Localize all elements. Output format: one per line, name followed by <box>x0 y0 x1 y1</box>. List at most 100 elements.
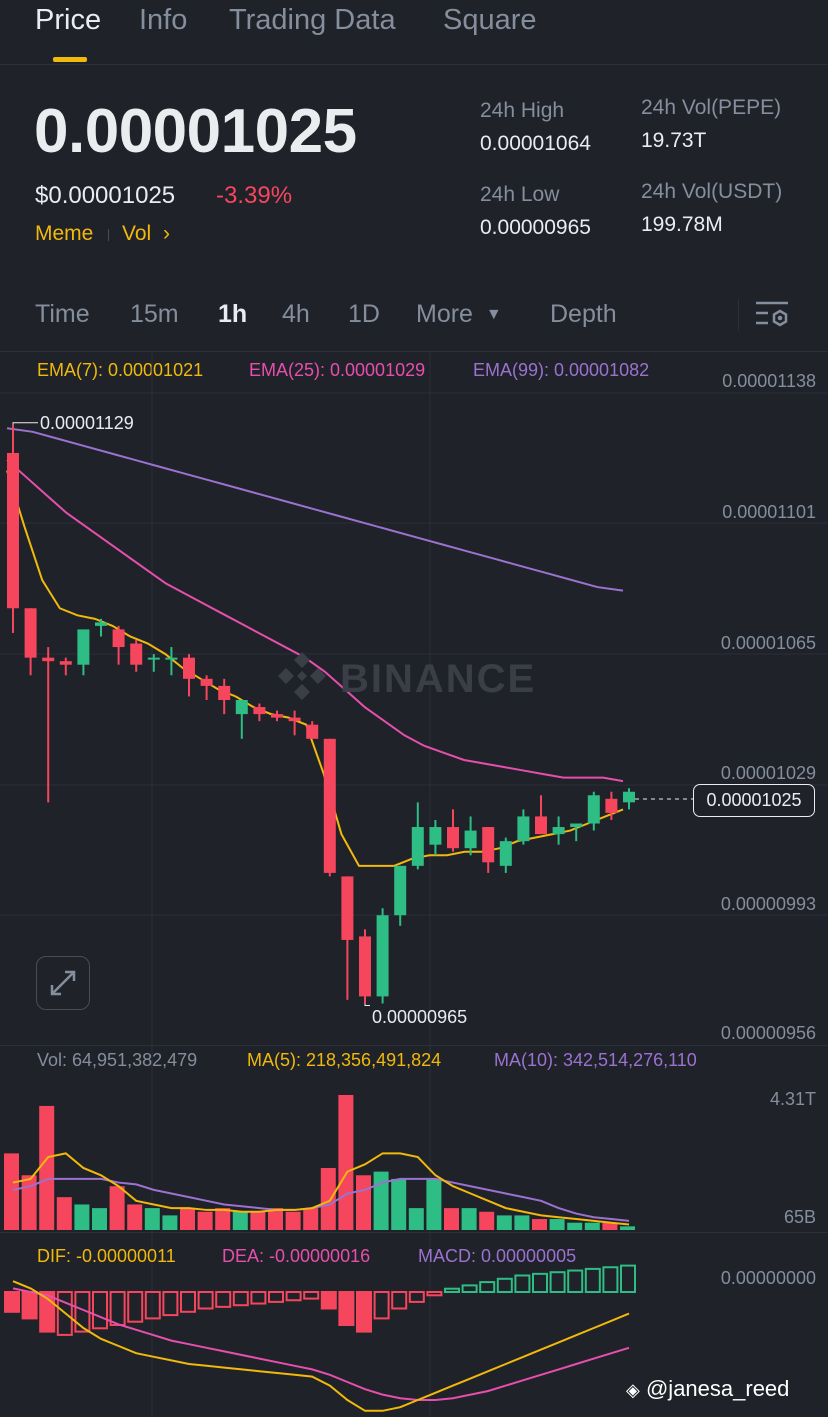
candle-body <box>253 707 266 715</box>
interval-more[interactable]: More ▼ <box>416 300 502 329</box>
active-tab-indicator <box>53 57 87 62</box>
volume-bar <box>426 1178 442 1230</box>
candle-body <box>605 798 618 813</box>
vol-ma10-legend: MA(10): 342,514,276,110 <box>494 1050 697 1070</box>
toolbar-separator <box>738 299 739 331</box>
dif-legend: DIF: -0.00000011 <box>37 1246 176 1266</box>
interval-15m[interactable]: 15m <box>130 300 179 328</box>
candle-body <box>517 816 530 842</box>
interval-1d[interactable]: 1D <box>348 300 380 328</box>
chart-settings-icon[interactable] <box>754 299 790 331</box>
candle-body <box>24 608 37 658</box>
macd-bar <box>532 1272 548 1293</box>
macd-bar <box>444 1287 460 1293</box>
macd-bar <box>426 1291 443 1297</box>
candle-body <box>394 865 407 916</box>
volume-bar <box>144 1208 160 1230</box>
candle-body <box>341 876 354 940</box>
tag-meme[interactable]: Meme <box>35 222 94 245</box>
candle-body <box>359 936 371 997</box>
macd-bar <box>320 1291 337 1310</box>
macd-bar <box>461 1284 478 1294</box>
macd-bar <box>285 1291 302 1302</box>
candle-body <box>7 452 19 609</box>
macd-bar <box>250 1291 267 1305</box>
high-label: 24h High <box>480 99 565 122</box>
volume-bar <box>215 1208 231 1230</box>
macd-bar <box>620 1264 636 1293</box>
macd-bar <box>391 1291 408 1310</box>
macd-bar <box>180 1291 196 1313</box>
dif-line <box>12 1280 630 1412</box>
vol-quote-label: 24h Vol(USDT) <box>641 180 783 203</box>
candle-body <box>183 657 195 679</box>
volume-bar <box>197 1211 213 1230</box>
high-value: 0.00001064 <box>480 132 591 155</box>
vol-ma5-legend: MA(5): 218,356,491,824 <box>247 1050 442 1070</box>
candle-body <box>499 841 512 866</box>
vol-axis-tick: 65B <box>783 1207 816 1227</box>
depth-button[interactable]: Depth <box>550 300 617 328</box>
interval-4h[interactable]: 4h <box>282 300 310 328</box>
price-change: -3.39% <box>216 182 293 209</box>
candle-body <box>411 827 424 866</box>
macd-bar <box>197 1291 214 1310</box>
macd-bar <box>268 1291 284 1303</box>
candle-body <box>447 827 459 849</box>
macd-bar <box>109 1291 126 1326</box>
price-axis-tick: 0.00001138 <box>722 371 816 391</box>
tag-vol-label: Vol <box>122 222 152 245</box>
volume-bar <box>250 1211 266 1230</box>
volume-bar <box>338 1095 354 1230</box>
tab-square[interactable]: Square <box>443 4 537 36</box>
candle-body <box>42 657 55 662</box>
volume-bar <box>303 1208 319 1230</box>
candle-body <box>376 915 389 997</box>
macd-bar <box>567 1269 584 1294</box>
volume-bar <box>444 1208 459 1230</box>
candle-body <box>429 827 442 845</box>
low-value: 0.00000965 <box>480 216 591 239</box>
macd-bar <box>373 1291 390 1320</box>
candle-body <box>482 827 495 863</box>
vol-ma5-line <box>12 1152 630 1226</box>
candle-body <box>552 827 565 835</box>
volume-bar <box>21 1175 37 1230</box>
candle-body <box>235 699 248 715</box>
candle-body <box>306 724 319 739</box>
volume-bar <box>180 1208 195 1230</box>
vol-ma10-line <box>12 1177 630 1222</box>
candle-body <box>200 678 213 686</box>
binance-watermark: BINANCE <box>276 650 556 711</box>
volume-bar <box>320 1167 336 1230</box>
candle-body <box>165 657 178 660</box>
volume-bar <box>109 1186 125 1230</box>
tab-info[interactable]: Info <box>139 4 188 36</box>
dea-legend: DEA: -0.00000016 <box>222 1246 371 1266</box>
volume-bar <box>162 1215 178 1230</box>
macd-bar <box>514 1274 531 1293</box>
macd-bar <box>496 1277 513 1294</box>
volume-bar <box>620 1226 635 1230</box>
volume-bar <box>479 1211 495 1230</box>
expand-chart-button[interactable] <box>36 956 90 1010</box>
macd-bar <box>92 1291 108 1330</box>
tag-vol[interactable]: Vol › <box>122 222 170 246</box>
volume-bar <box>4 1153 19 1230</box>
ema99-legend: EMA(99): 0.00001082 <box>473 360 650 380</box>
tab-price[interactable]: Price <box>35 4 102 36</box>
ema7-legend: EMA(7): 0.00001021 <box>37 360 204 380</box>
macd-divider <box>0 1232 828 1233</box>
volume-bar <box>56 1197 72 1230</box>
volume-bar <box>39 1105 55 1230</box>
interval-time[interactable]: Time <box>35 300 90 328</box>
volume-bar <box>567 1222 583 1230</box>
volume-bar <box>373 1171 389 1230</box>
volume-bar <box>584 1222 600 1230</box>
ema25-line <box>6 459 624 783</box>
top-tabs: Price Info Trading Data Square <box>0 0 828 65</box>
high-marker-line <box>12 422 38 425</box>
tab-trading-data[interactable]: Trading Data <box>229 4 396 36</box>
interval-1h[interactable]: 1h <box>218 300 248 328</box>
